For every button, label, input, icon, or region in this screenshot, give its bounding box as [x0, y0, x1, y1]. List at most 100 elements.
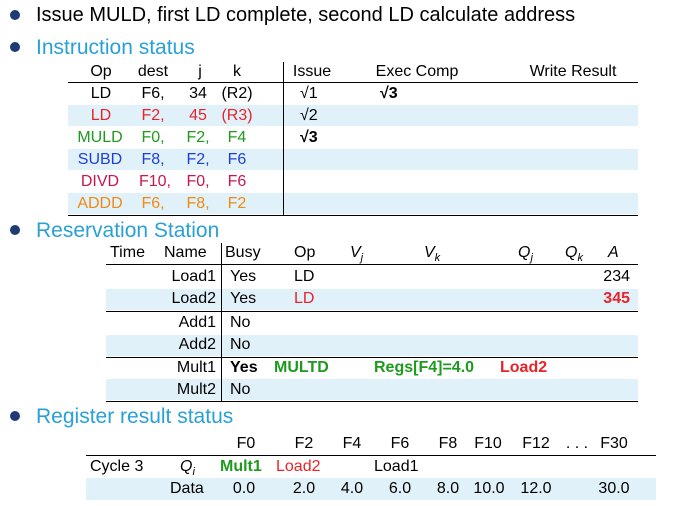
rs-busy: Yes [230, 290, 257, 307]
instr-op: SUBD [77, 151, 123, 168]
data-label: Data [170, 480, 204, 497]
register-name: F6 [390, 435, 410, 452]
qi-value: Load1 [374, 458, 419, 475]
qi-label-text: Q [180, 458, 193, 475]
row-band [68, 105, 638, 126]
data-value: 30.0 [598, 480, 630, 497]
header-write-result: Write Result [529, 63, 617, 80]
rs-name: Mult2 [176, 381, 216, 398]
instr-k: F2 [227, 195, 247, 212]
instruction-status-heading: Instruction status [36, 36, 195, 59]
data-value: 6.0 [388, 480, 412, 497]
rs-name: Add1 [178, 314, 216, 331]
instr-k: F4 [227, 129, 247, 146]
rs-busy: No [230, 381, 251, 398]
column-divider [283, 62, 284, 216]
instr-exec: √3 [380, 85, 398, 102]
header-dest: dest [137, 63, 169, 80]
instr-j: 45 [189, 107, 207, 124]
rs-op: LD [294, 268, 315, 285]
slide-title: Issue MULD, first LD complete, second LD… [36, 4, 576, 26]
register-name: F8 [438, 435, 458, 452]
header-j: j [198, 63, 202, 80]
header-qk-label: Q [565, 244, 578, 261]
header-qk: Qk [565, 243, 583, 268]
header-vj-label: V [350, 244, 361, 261]
header-divider [86, 455, 656, 456]
column-divider [221, 243, 222, 402]
row-band [86, 478, 656, 500]
header-vj-sub: j [360, 252, 364, 265]
data-value: 4.0 [340, 480, 364, 497]
rs-op: LD [294, 290, 315, 307]
instruction-status-bullet [10, 42, 20, 52]
data-value: 12.0 [520, 480, 552, 497]
register-status-heading: Register result status [36, 405, 234, 428]
qi-value: Load2 [276, 458, 321, 475]
instr-issue: √2 [300, 107, 318, 124]
instr-issue: √3 [300, 129, 318, 146]
instr-dest: F8, [141, 151, 165, 168]
title-bullet [10, 10, 20, 20]
instr-dest: F6, [141, 85, 165, 102]
instr-k: F6 [227, 151, 247, 168]
rs-a: 345 [603, 290, 630, 307]
rs-qj: Load2 [500, 359, 548, 376]
rs-busy: No [230, 314, 251, 331]
register-name: F0 [236, 435, 256, 452]
instr-op: LD [90, 107, 112, 124]
table-bottom-line [106, 401, 638, 402]
instr-dest: F6, [141, 195, 165, 212]
row-band [68, 149, 638, 170]
header-busy: Busy [225, 244, 261, 261]
rs-busy: Yes [230, 359, 258, 376]
rs-name: Load1 [171, 268, 217, 285]
rs-a: 234 [603, 268, 630, 285]
header-vj: Vj [350, 243, 363, 268]
header-qj: Qj [518, 243, 533, 268]
register-ellipsis: . . . [565, 435, 589, 452]
rs-name: Add2 [178, 336, 216, 353]
row-band [106, 379, 638, 400]
instr-j: F0, [186, 173, 210, 190]
header-qj-sub: j [530, 252, 533, 265]
rs-busy: No [230, 336, 251, 353]
register-name: F4 [342, 435, 362, 452]
instr-k: F6 [227, 173, 247, 190]
header-exec-comp: Exec Comp [375, 63, 459, 80]
instr-k: (R3) [221, 107, 253, 124]
instr-dest: F2, [141, 107, 165, 124]
header-vk-sub: k [434, 252, 441, 265]
register-name: F30 [600, 435, 628, 452]
group-divider [106, 311, 638, 312]
register-name: F12 [522, 435, 550, 452]
table-bottom-line [68, 215, 638, 216]
header-op: Op [294, 244, 316, 261]
header-k: k [233, 63, 241, 80]
instr-j: F8, [186, 195, 210, 212]
header-issue: Issue [292, 63, 332, 80]
group-divider [106, 357, 638, 358]
qi-label-sub: i [192, 466, 195, 479]
reservation-station-bullet [10, 225, 20, 235]
header-vk: Vk [424, 243, 440, 268]
header-qk-sub: k [577, 252, 583, 265]
register-name: F2 [294, 435, 314, 452]
instr-j: F2, [186, 151, 210, 168]
register-status-bullet [10, 411, 20, 421]
instr-op: DIVD [80, 173, 120, 190]
instr-issue: √1 [300, 85, 318, 102]
qi-label: Qi [180, 457, 195, 482]
header-a: A [608, 244, 619, 261]
instr-op: LD [90, 85, 112, 102]
instr-j: 34 [189, 85, 207, 102]
instr-k: (R2) [221, 85, 253, 102]
rs-op: MULTD [274, 359, 329, 376]
rs-busy: Yes [230, 268, 257, 285]
header-divider [106, 264, 638, 265]
qi-value: Mult1 [220, 458, 262, 475]
header-op: Op [90, 63, 112, 80]
instr-dest: F0, [141, 129, 165, 146]
register-name: F10 [474, 435, 502, 452]
header-divider [68, 82, 638, 83]
